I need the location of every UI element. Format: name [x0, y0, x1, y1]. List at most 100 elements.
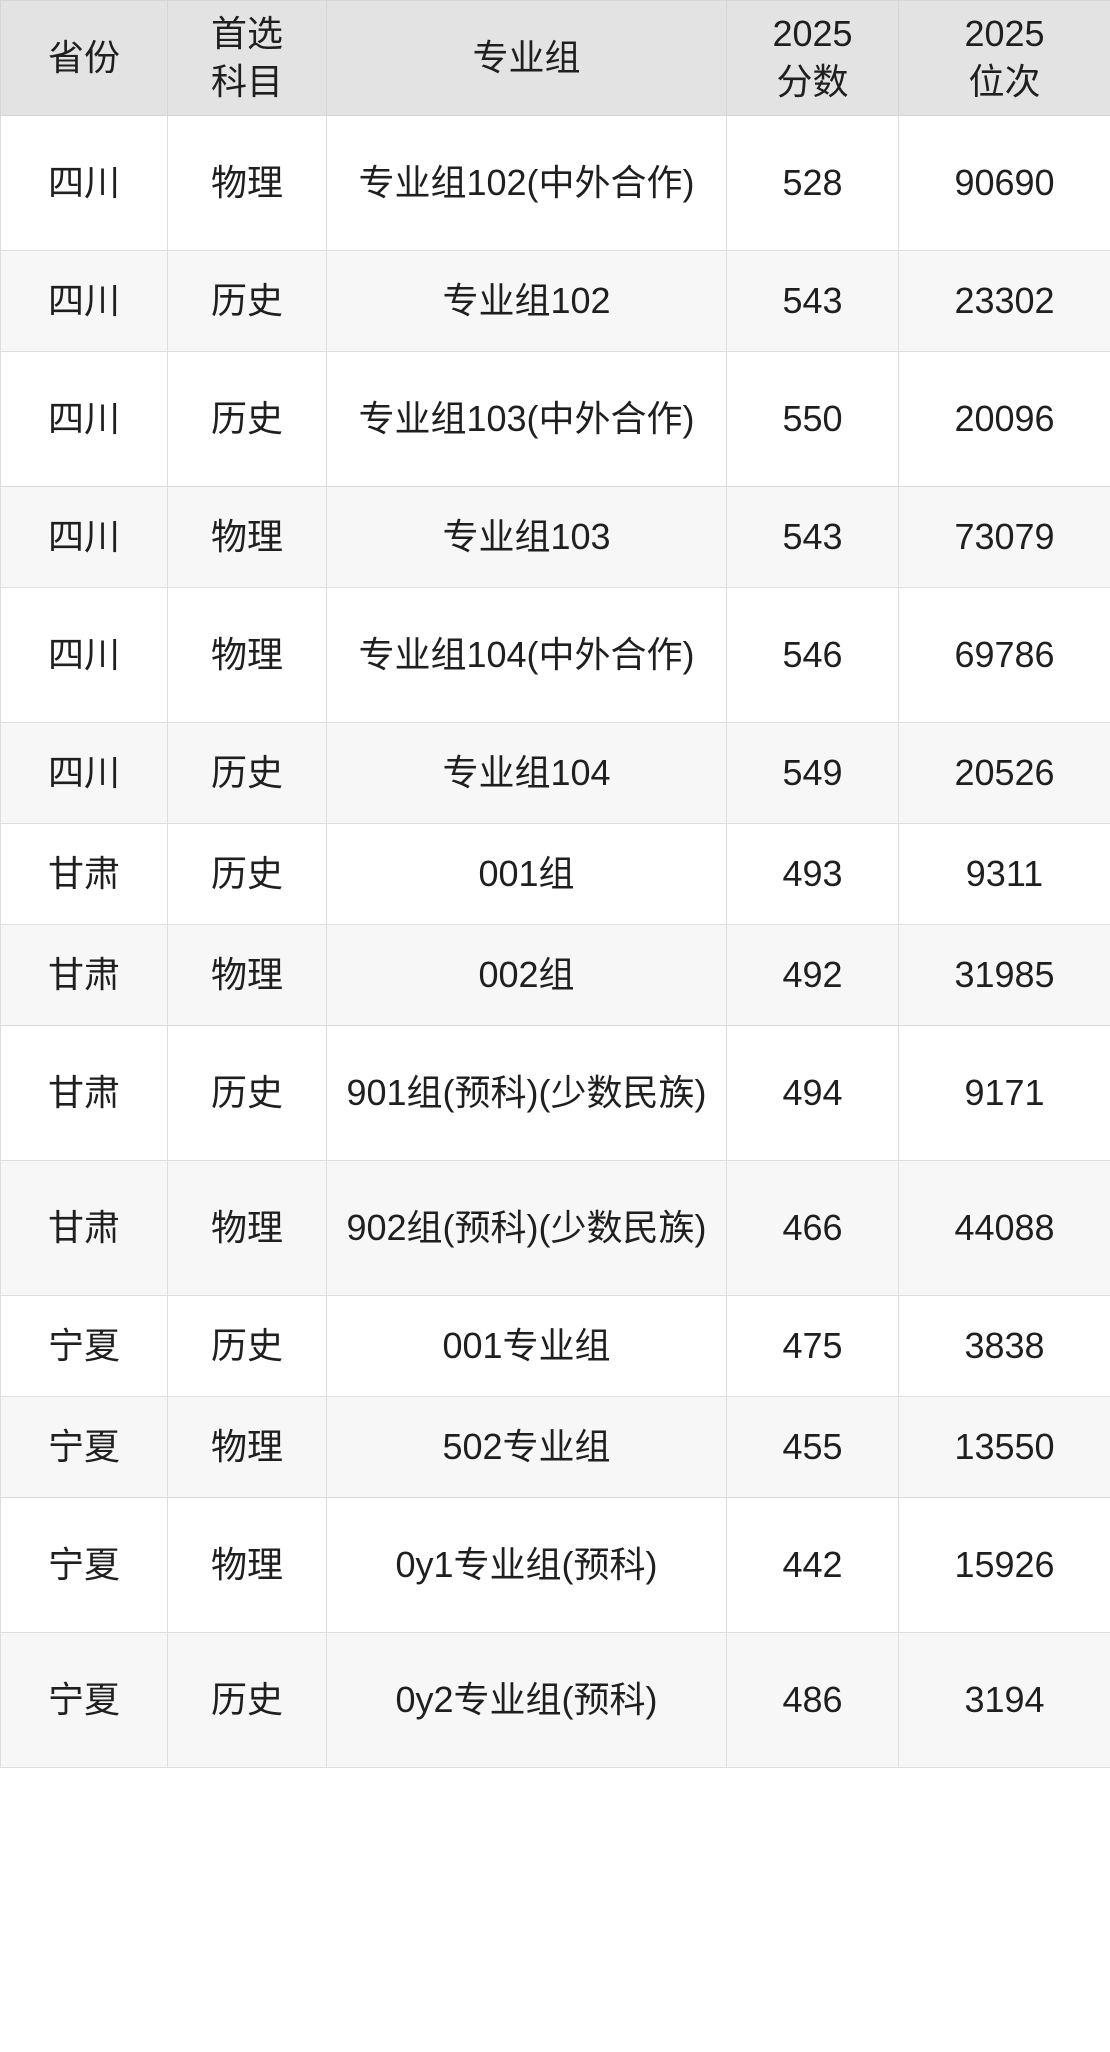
- admission-score-table: 省份 首选 科目 专业组 2025 分数 2025 位次 四川 物理: [0, 0, 1110, 1768]
- cell-province: 宁夏: [0, 1396, 168, 1498]
- cell-group: 001组: [326, 823, 727, 925]
- cell-group: 专业组102: [326, 250, 727, 352]
- cell-subject: 历史: [167, 823, 327, 925]
- cell-group: 502专业组: [326, 1396, 727, 1498]
- table-row: 四川 物理 专业组102(中外合作) 528 90690: [0, 115, 1110, 251]
- table-row: 甘肃 物理 902组(预科)(少数民族) 466 44088: [0, 1160, 1110, 1296]
- cell-score: 549: [726, 722, 899, 824]
- cell-rank: 20526: [898, 722, 1110, 824]
- column-header-score-line1: 2025: [772, 13, 853, 55]
- table-header: 省份 首选 科目 专业组 2025 分数 2025 位次: [0, 0, 1110, 116]
- cell-subject: 物理: [167, 1160, 327, 1296]
- cell-rank: 23302: [898, 250, 1110, 352]
- table-row: 宁夏 物理 0y1专业组(预科) 442 15926: [0, 1497, 1110, 1633]
- cell-score: 546: [726, 587, 899, 723]
- table-row: 宁夏 物理 502专业组 455 13550: [0, 1396, 1110, 1498]
- cell-subject: 物理: [167, 1396, 327, 1498]
- cell-group: 专业组103: [326, 486, 727, 588]
- cell-rank: 3194: [898, 1632, 1110, 1768]
- cell-subject: 历史: [167, 1295, 327, 1397]
- table-row: 四川 历史 专业组103(中外合作) 550 20096: [0, 351, 1110, 487]
- column-header-score: 2025 分数: [726, 0, 899, 116]
- column-header-province-line1: 省份: [47, 37, 120, 79]
- table-row: 四川 物理 专业组104(中外合作) 546 69786: [0, 587, 1110, 723]
- cell-score: 486: [726, 1632, 899, 1768]
- cell-group: 0y1专业组(预科): [326, 1497, 727, 1633]
- column-header-group: 专业组: [326, 0, 727, 116]
- cell-subject: 物理: [167, 1497, 327, 1633]
- cell-rank: 3838: [898, 1295, 1110, 1397]
- cell-subject: 物理: [167, 115, 327, 251]
- cell-score: 528: [726, 115, 899, 251]
- cell-group: 902组(预科)(少数民族): [326, 1160, 727, 1296]
- cell-rank: 73079: [898, 486, 1110, 588]
- cell-province: 四川: [0, 351, 168, 487]
- cell-group: 0y2专业组(预科): [326, 1632, 727, 1768]
- column-header-score-line2: 分数: [776, 61, 849, 102]
- cell-group: 901组(预科)(少数民族): [326, 1025, 727, 1161]
- cell-subject: 历史: [167, 1025, 327, 1161]
- column-header-rank-line2: 位次: [968, 61, 1041, 102]
- cell-score: 455: [726, 1396, 899, 1498]
- cell-rank: 9311: [898, 823, 1110, 925]
- cell-subject: 历史: [167, 722, 327, 824]
- cell-subject: 历史: [167, 1632, 327, 1768]
- score-table-container: 省份 首选 科目 专业组 2025 分数 2025 位次 四川 物理: [0, 0, 1110, 1768]
- cell-subject: 历史: [167, 351, 327, 487]
- cell-province: 宁夏: [0, 1497, 168, 1633]
- cell-group: 专业组102(中外合作): [326, 115, 727, 251]
- cell-province: 四川: [0, 115, 168, 251]
- column-header-group-line1: 专业组: [472, 37, 581, 79]
- cell-province: 四川: [0, 250, 168, 352]
- cell-subject: 物理: [167, 924, 327, 1026]
- table-row: 甘肃 物理 002组 492 31985: [0, 924, 1110, 1026]
- cell-score: 466: [726, 1160, 899, 1296]
- cell-score: 494: [726, 1025, 899, 1161]
- cell-rank: 44088: [898, 1160, 1110, 1296]
- cell-rank: 31985: [898, 924, 1110, 1026]
- cell-province: 四川: [0, 486, 168, 588]
- column-header-subject-line1: 首选: [210, 13, 283, 55]
- table-row: 四川 历史 专业组104 549 20526: [0, 722, 1110, 824]
- table-row: 甘肃 历史 001组 493 9311: [0, 823, 1110, 925]
- column-header-rank: 2025 位次: [898, 0, 1110, 116]
- cell-rank: 90690: [898, 115, 1110, 251]
- column-header-province: 省份: [0, 0, 168, 116]
- table-row: 四川 历史 专业组102 543 23302: [0, 250, 1110, 352]
- cell-rank: 9171: [898, 1025, 1110, 1161]
- cell-score: 543: [726, 486, 899, 588]
- cell-province: 宁夏: [0, 1632, 168, 1768]
- cell-province: 甘肃: [0, 823, 168, 925]
- cell-score: 492: [726, 924, 899, 1026]
- cell-score: 475: [726, 1295, 899, 1397]
- table-header-row: 省份 首选 科目 专业组 2025 分数 2025 位次: [0, 0, 1110, 116]
- cell-rank: 69786: [898, 587, 1110, 723]
- cell-province: 甘肃: [0, 924, 168, 1026]
- column-header-subject: 首选 科目: [167, 0, 327, 116]
- cell-group: 001专业组: [326, 1295, 727, 1397]
- cell-rank: 15926: [898, 1497, 1110, 1633]
- cell-score: 550: [726, 351, 899, 487]
- cell-score: 442: [726, 1497, 899, 1633]
- table-row: 四川 物理 专业组103 543 73079: [0, 486, 1110, 588]
- cell-subject: 历史: [167, 250, 327, 352]
- cell-group: 002组: [326, 924, 727, 1026]
- cell-subject: 物理: [167, 587, 327, 723]
- cell-score: 493: [726, 823, 899, 925]
- table-row: 甘肃 历史 901组(预科)(少数民族) 494 9171: [0, 1025, 1110, 1161]
- cell-rank: 13550: [898, 1396, 1110, 1498]
- cell-province: 四川: [0, 722, 168, 824]
- cell-group: 专业组104: [326, 722, 727, 824]
- table-body: 四川 物理 专业组102(中外合作) 528 90690 四川 历史 专业组102 543 233…: [0, 115, 1110, 1768]
- cell-province: 甘肃: [0, 1025, 168, 1161]
- cell-subject: 物理: [167, 486, 327, 588]
- cell-group: 专业组103(中外合作): [326, 351, 727, 487]
- cell-score: 543: [726, 250, 899, 352]
- cell-rank: 20096: [898, 351, 1110, 487]
- table-row: 宁夏 历史 0y2专业组(预科) 486 3194: [0, 1632, 1110, 1768]
- table-row: 宁夏 历史 001专业组 475 3838: [0, 1295, 1110, 1397]
- column-header-subject-line2: 科目: [210, 61, 283, 102]
- cell-province: 宁夏: [0, 1295, 168, 1397]
- cell-group: 专业组104(中外合作): [326, 587, 727, 723]
- column-header-rank-line1: 2025: [964, 13, 1045, 55]
